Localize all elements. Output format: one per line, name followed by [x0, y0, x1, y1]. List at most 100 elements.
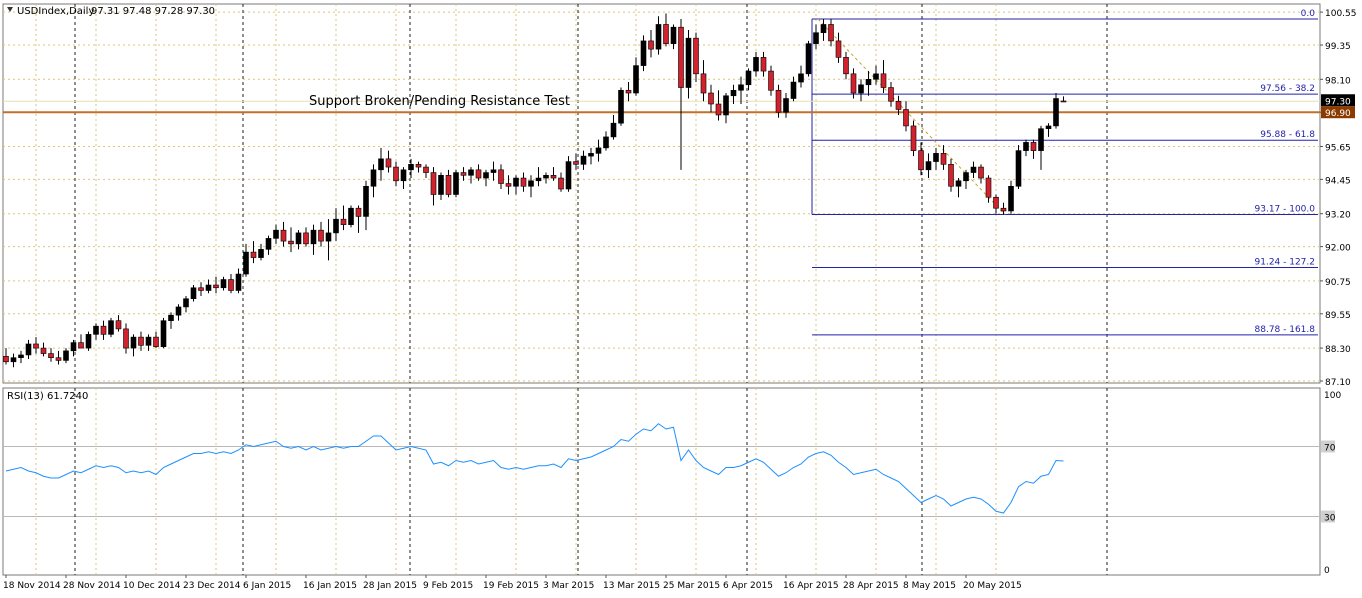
candle-body	[190, 287, 197, 300]
candle	[85, 331, 92, 351]
time-tick-label: 19 Feb 2015	[483, 581, 539, 591]
price-axis: 100.55 99.35 98.10 96.90 95.65 94.45 93.20 92.0…	[1320, 9, 1357, 388]
candle	[813, 24, 819, 50]
rsi-line	[5, 423, 1064, 514]
candle	[655, 16, 662, 55]
candle-body	[363, 185, 369, 217]
candle	[805, 40, 812, 77]
candle-body	[475, 169, 482, 179]
candle-body	[408, 164, 414, 171]
candle-body	[775, 89, 782, 113]
date-separators	[74, 4, 1108, 575]
candle	[183, 295, 189, 313]
fib-level-label: 97.56 - 38.2	[1260, 84, 1315, 94]
candle-body	[33, 343, 39, 349]
price-tick-label: 89.55	[1325, 311, 1351, 321]
support-line-group[interactable]	[3, 100, 1320, 114]
rsi-tick-label: 0	[1324, 566, 1330, 576]
candle	[678, 18, 684, 170]
candle-body	[618, 89, 624, 124]
candle-body	[655, 24, 662, 50]
candle	[213, 276, 219, 294]
candle-body	[730, 89, 737, 97]
candle	[858, 79, 864, 102]
candle-body	[325, 232, 332, 242]
candle-body	[925, 161, 932, 171]
candle-body	[573, 161, 579, 165]
candle-body	[588, 153, 594, 157]
candle-body	[400, 169, 407, 182]
candle	[483, 169, 489, 187]
candle-body	[760, 57, 767, 72]
candle	[835, 32, 842, 63]
candle	[408, 158, 414, 179]
candle-body	[93, 325, 99, 335]
candle	[948, 158, 954, 192]
candle	[430, 167, 437, 206]
candle-body	[715, 103, 722, 116]
candle-body	[550, 175, 557, 179]
time-tick-label: 9 Feb 2015	[423, 581, 473, 591]
candle-body	[378, 158, 384, 171]
candle	[588, 147, 594, 165]
candle	[333, 208, 339, 242]
candle	[123, 323, 129, 354]
candle-body	[468, 169, 474, 176]
candle-body	[273, 229, 279, 239]
candle-body	[295, 232, 302, 245]
candle-body	[708, 92, 714, 105]
candle	[933, 147, 939, 170]
support-price-label: 96.90	[1325, 109, 1351, 119]
time-tick-label: 28 Apr 2015	[843, 581, 899, 591]
time-tick-label: 18 Nov 2014	[3, 581, 61, 591]
annotation-text[interactable]: Support Broken/Pending Resistance Test	[309, 94, 570, 109]
candle-body	[483, 172, 489, 179]
candle	[48, 348, 54, 362]
candle	[573, 153, 579, 170]
candle-body	[753, 57, 759, 72]
candle	[168, 312, 174, 329]
candle	[63, 348, 69, 364]
candle	[775, 84, 782, 118]
candle	[978, 164, 984, 184]
candle	[205, 279, 212, 294]
time-axis: 18 Nov 2014 28 Nov 2014 10 Dec 2014 23 Dec …	[3, 575, 1022, 591]
candle	[100, 320, 107, 340]
price-tick-label: 95.65	[1325, 144, 1351, 154]
candle-body	[138, 336, 144, 346]
candle-body	[445, 175, 452, 195]
candle-body	[48, 353, 54, 358]
candle-body	[955, 180, 962, 187]
candle	[820, 18, 827, 41]
fibonacci-retracement[interactable]: 0.0 97.56 - 38.2 95.88 - 61.8 93.17 - 100.0…	[811, 9, 1318, 336]
rsi-level-tag	[1321, 440, 1335, 453]
candle	[963, 169, 969, 190]
candle	[303, 227, 309, 247]
candle-body	[198, 287, 204, 291]
candle	[685, 29, 692, 99]
candle-body	[880, 73, 887, 88]
candle-body	[1045, 125, 1052, 129]
candle-body	[490, 169, 497, 173]
candle-body	[1008, 185, 1014, 212]
candle-body	[1023, 142, 1029, 151]
candle	[693, 32, 699, 83]
candle-body	[55, 357, 62, 361]
fib-level-label: 91.24 - 127.2	[1255, 257, 1316, 267]
candle	[738, 76, 744, 104]
candle-body	[393, 166, 399, 182]
candle-body	[438, 175, 444, 195]
candle-body	[153, 336, 159, 348]
candle-body	[858, 84, 864, 94]
candle-body	[205, 284, 212, 291]
candle	[243, 243, 249, 277]
candle-body	[910, 125, 917, 151]
rsi-grid	[3, 388, 1320, 575]
candle	[370, 164, 377, 198]
candle	[490, 161, 497, 181]
collapse-arrow-icon[interactable]	[7, 7, 13, 12]
candle-body	[565, 161, 572, 190]
candle-body	[595, 147, 602, 154]
candle-body	[603, 136, 609, 149]
candle	[235, 268, 242, 294]
